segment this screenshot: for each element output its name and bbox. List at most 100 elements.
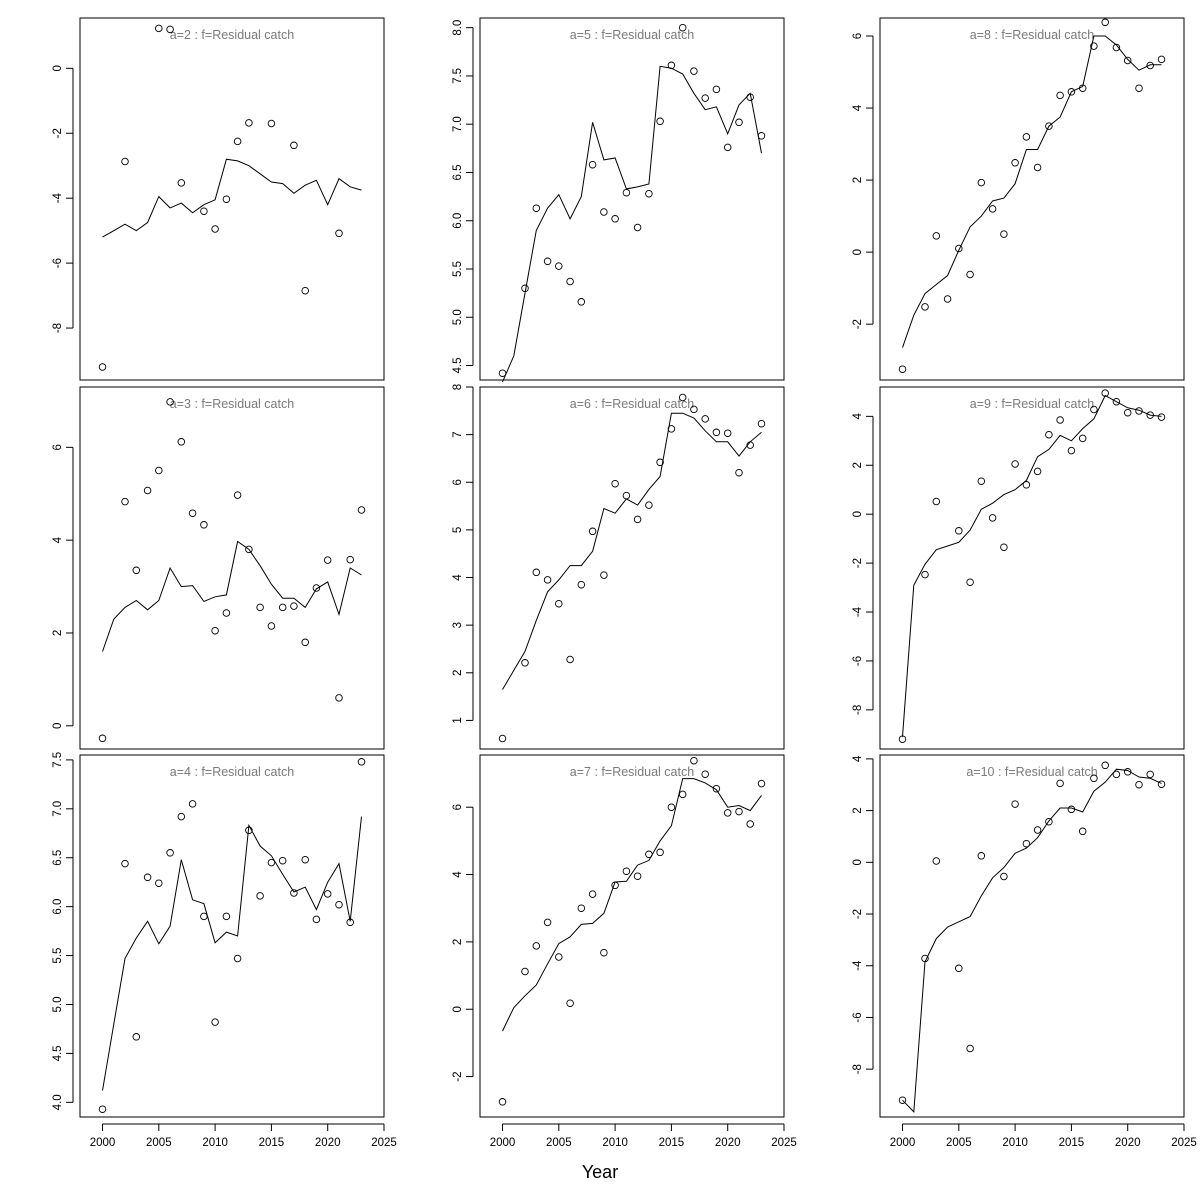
observed-point <box>921 570 929 579</box>
observed-point <box>898 1096 907 1104</box>
x-tick-label: 2005 <box>146 1137 172 1149</box>
observed-point <box>301 855 309 864</box>
x-tick-label: 2005 <box>946 1137 972 1149</box>
observed-point <box>1112 43 1121 52</box>
observed-point <box>588 890 597 898</box>
y-tick-label: 1 <box>452 717 464 723</box>
observed-point <box>1078 827 1087 836</box>
observed-point <box>155 879 163 887</box>
observed-point <box>98 363 107 371</box>
panel-title: a=9 : f=Residual catch <box>970 397 1094 411</box>
observed-point <box>735 468 743 477</box>
x-tick-label: 2000 <box>890 1137 916 1149</box>
observed-point <box>155 466 163 475</box>
y-tick-label: 4 <box>852 755 864 762</box>
observed-point <box>1011 159 1019 167</box>
x-tick-label: 2005 <box>546 1137 572 1149</box>
observed-point <box>177 179 186 187</box>
y-tick-label: 5.0 <box>52 996 64 1012</box>
x-tick-label: 2025 <box>771 1137 797 1149</box>
observed-point <box>955 964 963 973</box>
observed-point <box>200 912 208 921</box>
observed-point <box>200 207 208 215</box>
x-tick-label: 2025 <box>371 1137 397 1149</box>
observed-point <box>1056 91 1064 100</box>
y-tick-label: 5.0 <box>452 309 464 325</box>
panel-a5: a=5 : f=Residual catch 4.5 5.0 5.5 6.0 6.5 7.0… <box>452 17 785 383</box>
observed-point <box>278 856 287 865</box>
y-tick-label: 6 <box>52 444 64 450</box>
observed-point <box>701 94 709 102</box>
observed-point <box>1090 42 1098 50</box>
observed-point <box>301 638 309 647</box>
observed-point <box>166 849 174 857</box>
observed-point <box>932 497 941 506</box>
y-tick-label: 7 <box>452 431 464 437</box>
observed-point <box>1123 768 1132 776</box>
observed-point <box>188 509 197 517</box>
plot-frame <box>479 386 785 750</box>
observed-point <box>498 734 507 743</box>
observed-point <box>678 23 687 32</box>
y-tick-label: 8.0 <box>452 20 464 36</box>
observed-point <box>1011 460 1019 468</box>
observed-point <box>943 295 952 303</box>
observed-point <box>645 850 653 859</box>
observed-point <box>543 257 552 266</box>
observed-point <box>498 369 507 377</box>
observed-point <box>622 491 631 500</box>
observed-point <box>1033 826 1042 834</box>
observed-point <box>1045 430 1053 439</box>
observed-point <box>656 117 664 126</box>
observed-point <box>735 807 743 816</box>
observed-point <box>667 803 676 811</box>
y-tick-label: 6.5 <box>452 164 464 180</box>
fitted-line <box>102 816 362 1091</box>
y-tick-label: 4.5 <box>452 358 464 374</box>
observed-point <box>633 223 642 232</box>
y-tick-label: -2 <box>852 558 864 568</box>
y-tick-label: 4 <box>52 536 64 543</box>
y-tick-label: 2 <box>452 939 464 945</box>
plot-frame <box>79 17 385 381</box>
observed-point <box>1157 55 1166 64</box>
observed-point <box>532 204 541 212</box>
x-tick-label: 2025 <box>1171 1137 1197 1149</box>
observed-point <box>290 602 298 610</box>
observed-point <box>245 826 253 835</box>
observed-point <box>966 270 974 279</box>
observed-point <box>267 119 276 128</box>
y-tick-label: 3 <box>452 622 464 628</box>
observed-point <box>1135 780 1143 789</box>
y-tick-label: 2 <box>52 630 64 636</box>
y-tick-label: -8 <box>852 705 864 715</box>
y-tick-label: -8 <box>52 323 64 333</box>
observed-point <box>1101 389 1109 397</box>
y-tick-label: -4 <box>852 606 864 617</box>
observed-point <box>921 954 929 963</box>
observed-point <box>566 999 574 1007</box>
y-tick-label: -6 <box>52 258 64 268</box>
observed-point <box>977 477 986 485</box>
observed-point <box>1101 18 1109 27</box>
y-tick-label: 6.0 <box>452 213 464 229</box>
panel-a2: a=2 : f=Residual catch 0 -2 -4 -6 -8 <box>52 17 385 381</box>
observed-point <box>898 735 907 743</box>
observed-point <box>222 609 231 617</box>
x-tick-label: 2010 <box>1002 1137 1028 1149</box>
observed-point <box>611 479 619 488</box>
y-tick-label: 2 <box>852 177 864 183</box>
observed-point <box>143 486 152 495</box>
observed-point <box>955 527 963 535</box>
observed-point <box>543 576 552 584</box>
plot-frame <box>879 17 1185 381</box>
y-tick-label: 0 <box>852 511 864 517</box>
plot-frame <box>79 386 385 750</box>
observed-point <box>267 622 276 630</box>
observed-point <box>211 626 219 635</box>
panel-title: a=10 : f=Residual catch <box>966 765 1097 779</box>
observed-point <box>301 286 309 295</box>
observed-point <box>757 779 766 788</box>
observed-point <box>1056 779 1064 788</box>
